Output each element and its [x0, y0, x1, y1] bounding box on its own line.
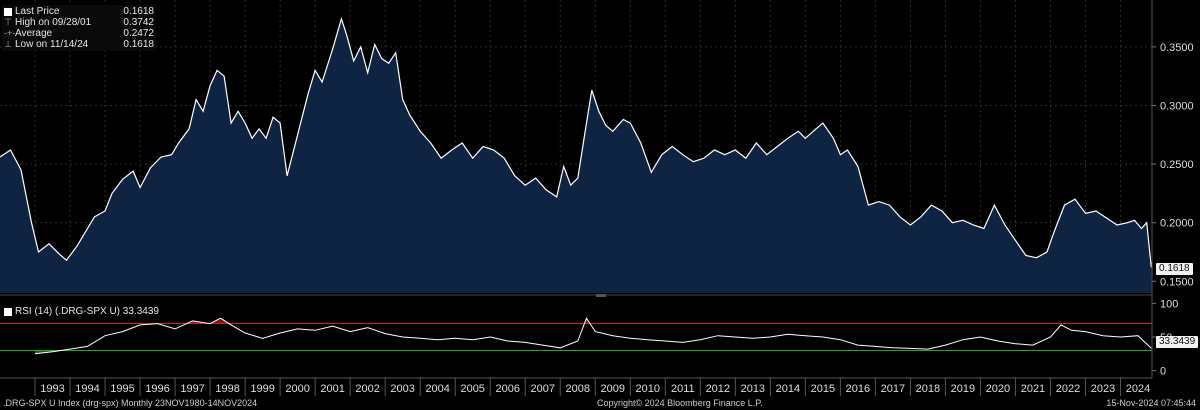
year-label: 2011 — [671, 383, 695, 395]
year-label: 2006 — [495, 383, 519, 395]
legend-high[interactable]: ⊤ High on 09/28/01 0.3742 — [4, 17, 154, 28]
price-line — [0, 16, 1152, 268]
footer-copyright: Copyright© 2024 Bloomberg Finance L.P. — [597, 398, 763, 408]
price-y-tick-label: 0.3000 — [1160, 100, 1194, 112]
year-label: 2009 — [601, 383, 625, 395]
year-label: 2010 — [636, 383, 660, 395]
year-label: 2022 — [1056, 383, 1080, 395]
year-label: 1993 — [40, 383, 64, 395]
year-label: 2017 — [881, 383, 905, 395]
square-icon — [4, 7, 12, 16]
price-y-tick-label: 0.3500 — [1160, 42, 1194, 54]
rsi-legend[interactable]: RSI (14) (.DRG-SPX U) 33.3439 — [4, 306, 159, 317]
legend-low[interactable]: ⊥ Low on 11/14/24 0.1618 — [4, 39, 154, 50]
price-area — [0, 16, 1152, 294]
year-label: 2001 — [320, 383, 344, 395]
rsi-last-tag: 33.3439 — [1156, 336, 1199, 348]
year-label: 2002 — [355, 383, 379, 395]
price-y-tick-label: 0.2000 — [1160, 218, 1194, 230]
rsi-y-tick-label: 0 — [1160, 366, 1166, 378]
year-label: 2023 — [1091, 383, 1115, 395]
year-label: 2016 — [846, 383, 870, 395]
year-label: 2018 — [916, 383, 940, 395]
rsi-line — [34, 317, 1152, 355]
year-label: 1997 — [180, 383, 204, 395]
year-label: 2019 — [951, 383, 975, 395]
year-label: 2024 — [1126, 383, 1150, 395]
legend-average[interactable]: -+- Average 0.2472 — [4, 28, 154, 39]
price-y-tick-label: 0.1500 — [1160, 276, 1194, 288]
legend-last-price[interactable]: Last Price 0.1618 — [4, 6, 154, 17]
year-label: 2014 — [776, 383, 800, 395]
year-label: 1994 — [75, 383, 99, 395]
year-label: 2008 — [566, 383, 590, 395]
price-area-fill — [0, 18, 1152, 294]
year-label: 1999 — [250, 383, 274, 395]
rsi-y-tick-label: 100 — [1160, 298, 1178, 310]
rsi-plot — [34, 317, 1152, 355]
year-label: 2005 — [460, 383, 484, 395]
square-icon — [4, 307, 12, 316]
year-label: 1995 — [110, 383, 134, 395]
year-label: 2012 — [706, 383, 730, 395]
price-y-axis: 0.1500 0.2000 0.2500 0.3000 0.3500 — [1152, 42, 1194, 288]
x-axis: 1993 1994 1995 1996 1997 1998 1999 2000 2001 2002… — [0, 377, 1152, 396]
price-legend: Last Price 0.1618 ⊤ High on 09/28/01 0.37… — [2, 5, 156, 51]
average-marker-icon: -+- — [4, 28, 16, 38]
year-label: 2007 — [530, 383, 554, 395]
year-label: 2003 — [390, 383, 414, 395]
price-y-tick-label: 0.2500 — [1160, 159, 1194, 171]
footer-security-info: .DRG-SPX U Index (drg-spx) Monthly 23NOV… — [3, 398, 258, 408]
year-label: 1996 — [145, 383, 169, 395]
footer-timestamp: 15-Nov-2024 07:45:44 — [1106, 398, 1196, 408]
year-label: 2013 — [741, 383, 765, 395]
year-label: 1998 — [215, 383, 239, 395]
high-marker-icon: ⊤ — [4, 17, 12, 27]
rsi-overbought-fill — [186, 318, 591, 324]
panel-resize-handle[interactable] — [596, 294, 606, 297]
year-label: 2004 — [425, 383, 449, 395]
year-label: 2015 — [811, 383, 835, 395]
footer-bar: .DRG-SPX U Index (drg-spx) Monthly 23NOV… — [0, 397, 1200, 410]
last-price-tag: 0.1618 — [1156, 263, 1193, 275]
low-marker-icon: ⊥ — [4, 39, 12, 49]
year-label: 2020 — [986, 383, 1010, 395]
year-label: 2000 — [285, 383, 309, 395]
year-label: 2021 — [1021, 383, 1045, 395]
